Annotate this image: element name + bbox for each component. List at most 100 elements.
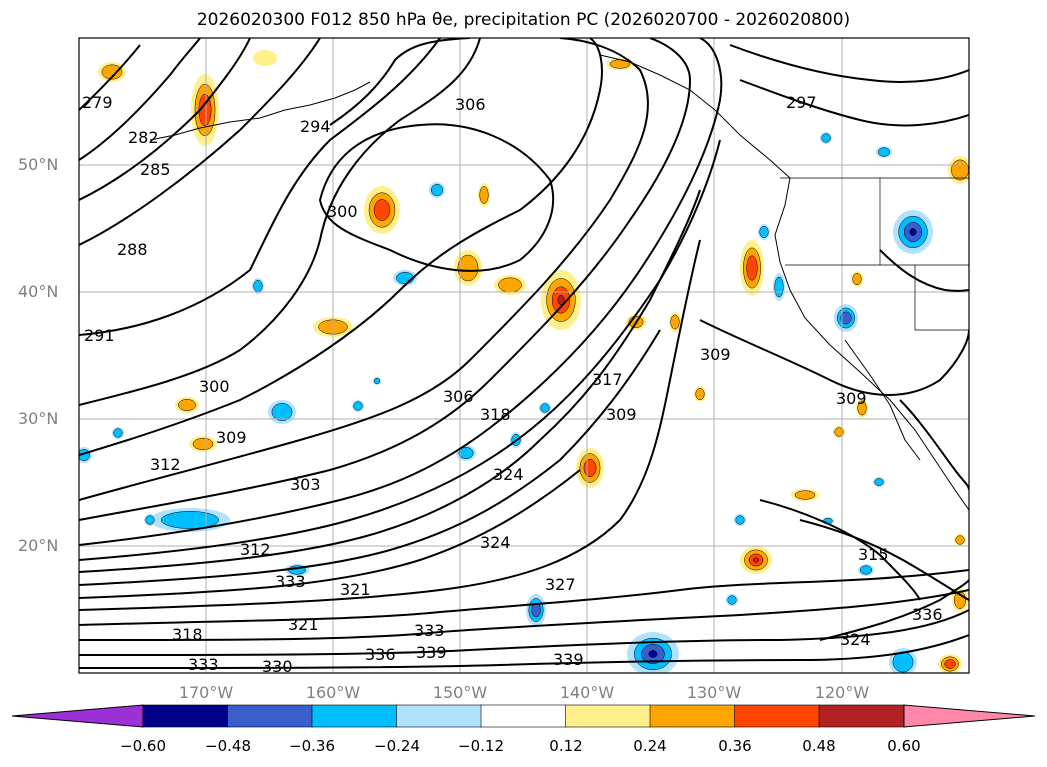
contour-297-east bbox=[739, 79, 969, 127]
contour-282 bbox=[79, 38, 201, 161]
colorbar bbox=[11, 704, 1036, 728]
contour-label: 321 bbox=[288, 615, 319, 634]
contour-label: 339 bbox=[416, 643, 447, 662]
colorbar-tick-label: −0.36 bbox=[289, 737, 335, 755]
contour-330 bbox=[79, 569, 969, 626]
contour-label: 288 bbox=[117, 240, 148, 259]
colorbar-extend-right bbox=[903, 704, 1036, 728]
contour-300-inner bbox=[318, 123, 555, 272]
contour-306 bbox=[79, 38, 649, 501]
contour-label: 318 bbox=[172, 625, 203, 644]
colorbar-tick-label: −0.60 bbox=[120, 737, 166, 755]
contour-327 bbox=[79, 239, 701, 611]
contour-279 bbox=[79, 44, 141, 111]
precip-negative-cell bbox=[877, 147, 891, 157]
contour-label: 324 bbox=[493, 465, 524, 484]
lon-label-160w: 160°W bbox=[305, 683, 361, 702]
precip-negative-cell bbox=[396, 271, 414, 285]
map-frame bbox=[78, 37, 970, 674]
precip-negative-cell bbox=[373, 377, 381, 385]
contour-303-east bbox=[879, 249, 969, 292]
contour-label: 309 bbox=[700, 345, 731, 364]
contour-label: 324 bbox=[840, 630, 871, 649]
precip-negative-cell bbox=[727, 595, 737, 605]
precip-positive-cell bbox=[583, 458, 597, 478]
precip-negative-cell bbox=[821, 133, 831, 143]
precip-positive-cell bbox=[944, 659, 956, 669]
coastline-aleutians bbox=[149, 81, 371, 141]
precip-negative-cell bbox=[648, 650, 658, 658]
contour-label: 300 bbox=[199, 377, 230, 396]
contour-label: 327 bbox=[545, 575, 576, 594]
precip-positive-cell bbox=[695, 387, 705, 401]
theta-e-contours bbox=[79, 38, 969, 669]
precip-negative-cell bbox=[840, 311, 852, 325]
contour-label: 294 bbox=[300, 117, 331, 136]
lat-label-30n: 30°N bbox=[18, 409, 59, 428]
precip-positive-cell bbox=[834, 427, 844, 437]
precip-shading bbox=[79, 50, 969, 673]
contour-label: 306 bbox=[443, 387, 474, 406]
colorbar-tick-label: 0.36 bbox=[718, 737, 752, 755]
contour-339 bbox=[79, 634, 969, 669]
contour-label: 312 bbox=[150, 455, 181, 474]
precip-negative-cell bbox=[531, 602, 541, 618]
precip-positive-cell bbox=[373, 199, 391, 221]
contour-label: 282 bbox=[128, 128, 159, 147]
contour-label: 333 bbox=[275, 572, 306, 591]
contour-294-east bbox=[729, 44, 969, 83]
state-borders bbox=[780, 177, 969, 331]
contour-label: 309 bbox=[216, 428, 247, 447]
precip-positive-cell bbox=[253, 50, 277, 66]
precip-positive-cell bbox=[670, 314, 680, 330]
colorbar-bin bbox=[480, 704, 567, 728]
precip-negative-cell bbox=[735, 515, 745, 525]
contour-315-east bbox=[759, 499, 921, 601]
contour-label: 333 bbox=[188, 655, 219, 674]
contour-315 bbox=[79, 139, 721, 561]
lon-label-120w: 120°W bbox=[814, 683, 870, 702]
contour-label: 321 bbox=[340, 580, 371, 599]
lon-label-130w: 130°W bbox=[686, 683, 742, 702]
contour-label: 318 bbox=[480, 405, 511, 424]
colorbar-tick-label: 0.60 bbox=[887, 737, 921, 755]
colorbar-bin bbox=[649, 704, 736, 728]
colorbar-tick-label: 0.24 bbox=[633, 737, 667, 755]
map-title: 2026020300 F012 850 hPa θe, precipitatio… bbox=[196, 10, 851, 30]
contour-285 bbox=[79, 38, 251, 201]
contour-333 bbox=[79, 589, 969, 641]
contour-label: 312 bbox=[240, 540, 271, 559]
precip-positive-cell bbox=[746, 255, 758, 281]
precip-positive-cell bbox=[794, 490, 816, 500]
colorbar-bin bbox=[565, 704, 651, 728]
contour-label: 309 bbox=[836, 389, 867, 408]
contour-label: 315 bbox=[858, 545, 889, 564]
contour-label: 333 bbox=[414, 621, 445, 640]
lat-label-50n: 50°N bbox=[18, 155, 59, 174]
contour-336 bbox=[79, 609, 969, 656]
contour-294 bbox=[329, 38, 471, 126]
lon-label-140w: 140°W bbox=[559, 683, 615, 702]
precip-negative-cell bbox=[909, 228, 917, 236]
precip-positive-cell bbox=[951, 159, 969, 181]
contour-label: 300 bbox=[327, 202, 358, 221]
colorbar-bin bbox=[142, 704, 229, 728]
contour-label: 303 bbox=[290, 475, 321, 494]
contour-324 bbox=[79, 469, 581, 599]
precip-negative-cell bbox=[874, 478, 884, 486]
precip-positive-cell bbox=[498, 277, 522, 293]
precip-positive-cell bbox=[753, 557, 759, 563]
precip-positive-cell bbox=[557, 294, 565, 306]
precip-negative-cell bbox=[253, 279, 263, 293]
map-background bbox=[79, 38, 969, 673]
precip-negative-cell bbox=[859, 565, 873, 575]
colorbar-bin bbox=[734, 704, 820, 728]
precip-positive-cell bbox=[192, 437, 214, 451]
contour-label: 317 bbox=[592, 370, 623, 389]
coastline-baja bbox=[844, 339, 921, 461]
contour-label: 324 bbox=[480, 533, 511, 552]
contour-306-east bbox=[899, 399, 969, 491]
contour-label: 279 bbox=[82, 93, 113, 112]
colorbar-tick-label: 0.48 bbox=[802, 737, 836, 755]
contour-labels: 279 282 285 288 291 294 297 300 300 303 … bbox=[82, 93, 943, 676]
